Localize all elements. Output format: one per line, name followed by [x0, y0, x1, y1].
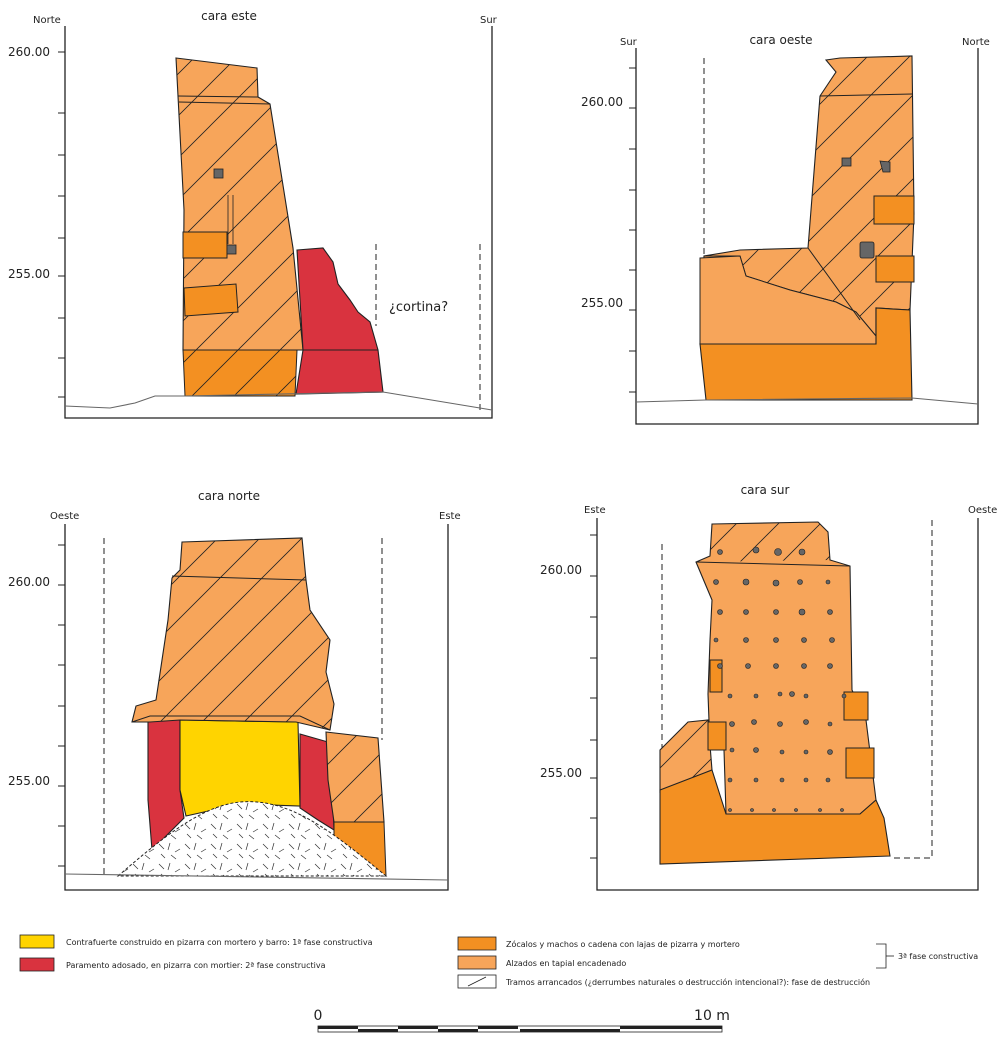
- legend-bracket: [876, 943, 887, 969]
- elevation-label-255: 255.00: [581, 296, 623, 310]
- frame: [64, 524, 449, 891]
- panel-cara-este: cara este Norte Sur 260.00 255.00: [8, 9, 498, 419]
- orientation-left: Norte: [33, 15, 61, 26]
- zocalo-blocks: [659, 659, 891, 865]
- scale-bar: 0 10 m: [314, 1008, 730, 1033]
- panel-title: cara oeste: [749, 33, 812, 47]
- stone-icon: [213, 168, 224, 179]
- elevation-ticks: [629, 67, 636, 393]
- legend-swatch-dark-orange: [457, 936, 497, 951]
- elevation-label-260: 260.00: [581, 95, 623, 109]
- zocalo-blocks: [182, 231, 298, 397]
- legend-swatch-yellow: [19, 934, 55, 949]
- elevation-ticks: [590, 534, 597, 859]
- zocalo-blocks: [699, 195, 915, 401]
- legend-swatch-light-orange: [457, 955, 497, 970]
- stone-icon: [879, 160, 891, 173]
- legend: Contrafuerte construido en pizarra con m…: [19, 934, 978, 989]
- legend-text-yellow: Contrafuerte construido en pizarra con m…: [66, 938, 373, 947]
- orientation-right: Oeste: [968, 505, 997, 516]
- elevation-label-260: 260.00: [8, 45, 50, 59]
- orientation-left: Este: [584, 505, 606, 516]
- legend-text-hatch: Tramos arrancados (¿derrumbes naturales …: [505, 977, 870, 987]
- elevation-label-260: 260.00: [540, 563, 582, 577]
- orientation-right: Norte: [962, 37, 990, 48]
- cortina-note: ¿cortina?: [389, 300, 448, 315]
- legend-text-red: Paramento adosado, en pizarra con mortie…: [66, 961, 326, 970]
- stone-icon: [226, 244, 237, 255]
- frame: [635, 48, 979, 425]
- panel-title: cara norte: [198, 489, 260, 503]
- elevation-label-255: 255.00: [8, 774, 50, 788]
- legend-swatch-red: [19, 957, 55, 972]
- scale-label-end: 10 m: [694, 1008, 730, 1024]
- putlog-holes: [713, 546, 847, 812]
- panel-title: cara sur: [741, 483, 790, 497]
- paramento-adosado: [147, 719, 335, 852]
- panel-cara-sur: cara sur Este Oeste 260.00 255.00: [540, 483, 997, 891]
- tapial-alzado: [659, 521, 877, 815]
- ground-line: [64, 391, 493, 411]
- tapial-alzado: [699, 55, 915, 345]
- frame: [596, 518, 979, 891]
- elevation-label-260: 260.00: [8, 575, 50, 589]
- stone-icon: [841, 157, 852, 167]
- orientation-left: Sur: [620, 37, 638, 48]
- frame: [64, 26, 493, 419]
- contrafuerte: [179, 719, 301, 817]
- elevation-ticks: [58, 544, 65, 867]
- legend-text-dark-orange: Zócalos y machos o cadena con lajas de p…: [506, 939, 740, 949]
- panel-cara-oeste: cara oeste Sur Norte 260.00 255.00: [581, 33, 990, 425]
- stone-icon: [859, 241, 875, 259]
- elevation-ticks: [58, 51, 65, 398]
- legend-text-light-orange: Alzados en tapial encadenado: [506, 959, 626, 968]
- legend-text-phase3: 3ª fase constructiva: [898, 952, 978, 961]
- paramento-adosado: [295, 247, 384, 395]
- panel-title: cara este: [201, 9, 257, 23]
- ground-line: [64, 873, 449, 881]
- elevation-label-255: 255.00: [8, 267, 50, 281]
- orientation-right: Sur: [480, 15, 498, 26]
- ground-line: [635, 397, 979, 405]
- dashed-line: [892, 520, 933, 859]
- elevation-label-255: 255.00: [540, 766, 582, 780]
- orientation-right: Este: [439, 511, 461, 522]
- scale-label-start: 0: [314, 1008, 323, 1024]
- panel-cara-norte: cara norte Oeste Este 260.00 255.00: [8, 489, 461, 891]
- orientation-left: Oeste: [50, 511, 79, 522]
- tapial-alzado: [131, 537, 385, 823]
